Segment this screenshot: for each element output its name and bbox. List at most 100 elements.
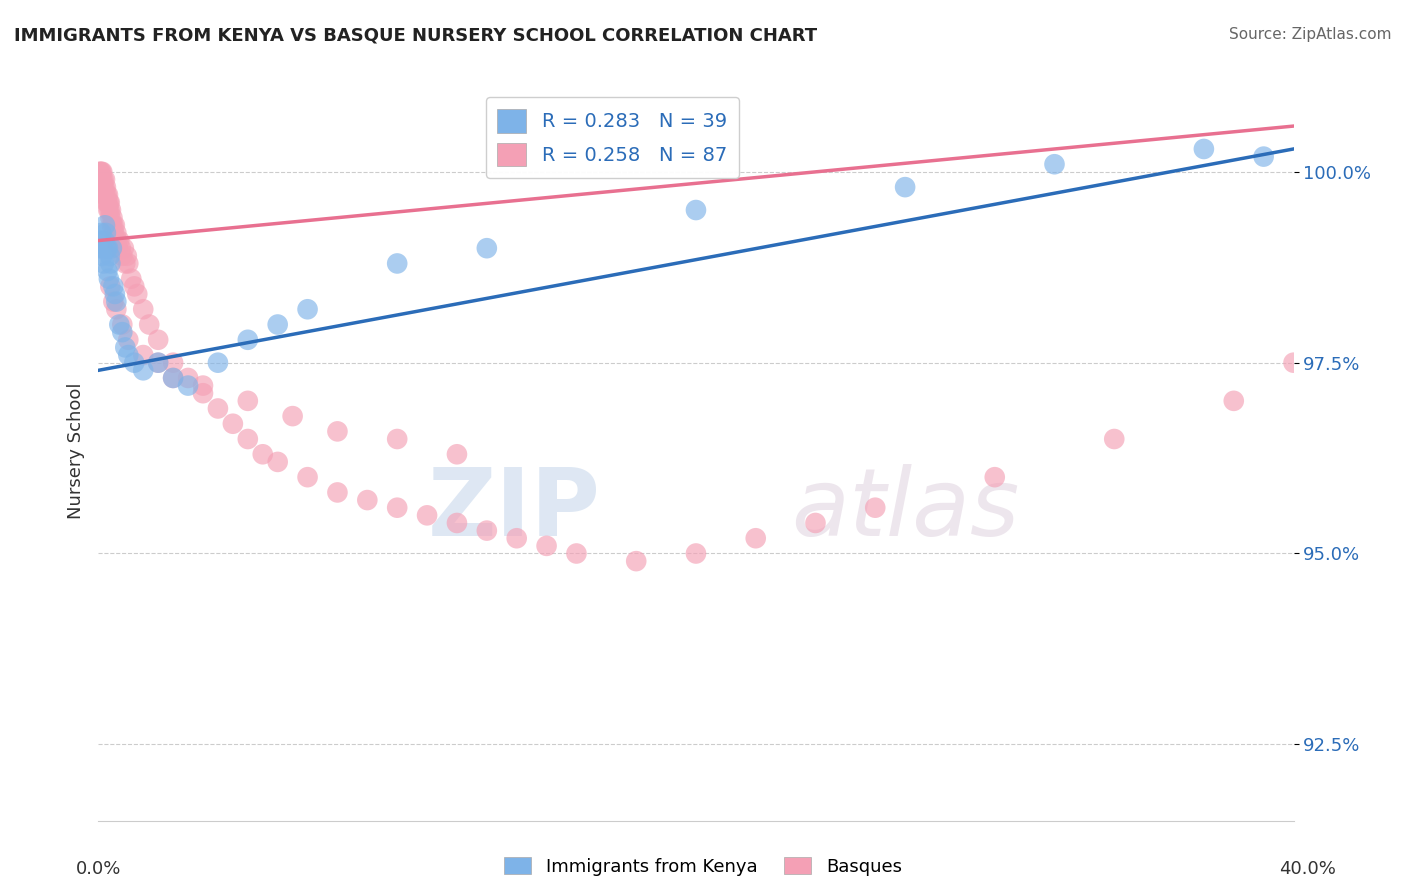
Point <box>90 180 112 194</box>
Point <box>103 279 125 293</box>
Point <box>148 333 170 347</box>
Point <box>111 249 134 263</box>
Point <box>745 531 768 545</box>
Point <box>281 409 304 423</box>
Point <box>132 363 155 377</box>
Point <box>96 195 118 210</box>
Point <box>267 318 290 332</box>
Point <box>94 219 117 233</box>
Point <box>104 287 127 301</box>
Text: IMMIGRANTS FROM KENYA VS BASQUE NURSERY SCHOOL CORRELATION CHART: IMMIGRANTS FROM KENYA VS BASQUE NURSERY … <box>14 27 817 45</box>
Point <box>96 241 118 255</box>
Point <box>356 493 378 508</box>
Point <box>97 187 120 202</box>
Point <box>385 256 409 270</box>
Point <box>115 249 138 263</box>
Point <box>112 241 135 255</box>
Point <box>1043 157 1066 171</box>
Point <box>101 211 124 225</box>
Point <box>132 348 155 362</box>
Point <box>93 234 115 248</box>
Legend: Immigrants from Kenya, Basques: Immigrants from Kenya, Basques <box>496 850 910 883</box>
Point <box>114 256 136 270</box>
Point <box>506 531 529 545</box>
Point <box>162 356 184 370</box>
Text: atlas: atlas <box>792 464 1019 555</box>
Point <box>89 172 111 186</box>
Point <box>96 264 118 278</box>
Point <box>236 333 259 347</box>
Point <box>93 180 115 194</box>
Point <box>127 287 149 301</box>
Point <box>207 401 229 416</box>
Point <box>114 340 136 354</box>
Point <box>105 226 128 240</box>
Point <box>94 187 117 202</box>
Point <box>236 393 259 408</box>
Y-axis label: Nursery School: Nursery School <box>66 382 84 519</box>
Point <box>105 294 128 309</box>
Point <box>98 279 122 293</box>
Point <box>89 241 111 255</box>
Point <box>94 172 117 186</box>
Point <box>865 500 887 515</box>
Point <box>685 202 707 217</box>
Point <box>117 333 139 347</box>
Point <box>108 318 131 332</box>
Text: Source: ZipAtlas.com: Source: ZipAtlas.com <box>1229 27 1392 42</box>
Point <box>98 249 121 263</box>
Point <box>111 318 134 332</box>
Point <box>104 219 127 233</box>
Text: 0.0%: 0.0% <box>76 860 121 878</box>
Point <box>132 302 155 317</box>
Point <box>97 241 120 255</box>
Point <box>177 371 200 385</box>
Point <box>297 470 319 484</box>
Point <box>97 271 120 285</box>
Point <box>446 447 468 461</box>
Point <box>565 547 588 561</box>
Point <box>96 187 118 202</box>
Point <box>89 165 111 179</box>
Point <box>96 195 118 210</box>
Legend: R = 0.283   N = 39, R = 0.258   N = 87: R = 0.283 N = 39, R = 0.258 N = 87 <box>485 97 740 178</box>
Point <box>685 547 707 561</box>
Point <box>100 202 122 217</box>
Point <box>475 241 498 255</box>
Point <box>326 485 349 500</box>
Point <box>191 378 214 392</box>
Text: 40.0%: 40.0% <box>1279 860 1336 878</box>
Point <box>124 356 146 370</box>
Point <box>297 302 319 317</box>
Point <box>94 180 117 194</box>
Point <box>107 241 129 255</box>
Point <box>138 318 160 332</box>
Point <box>120 271 142 285</box>
Point <box>90 234 112 248</box>
Point <box>98 256 122 270</box>
Point <box>177 378 200 392</box>
Point <box>111 325 134 339</box>
Point <box>97 202 120 217</box>
Point <box>191 386 214 401</box>
Point <box>110 241 132 255</box>
Point <box>1253 150 1275 164</box>
Point <box>1104 432 1126 446</box>
Point <box>117 348 139 362</box>
Point <box>252 447 274 461</box>
Point <box>1282 356 1305 370</box>
Point <box>207 356 229 370</box>
Point <box>148 356 170 370</box>
Point <box>236 432 259 446</box>
Point <box>90 165 112 179</box>
Point <box>90 226 112 240</box>
Point <box>626 554 648 568</box>
Point <box>93 172 115 186</box>
Point <box>804 516 827 530</box>
Point <box>475 524 498 538</box>
Point <box>267 455 290 469</box>
Point <box>103 226 125 240</box>
Point <box>385 500 409 515</box>
Point <box>103 294 125 309</box>
Point <box>91 165 114 179</box>
